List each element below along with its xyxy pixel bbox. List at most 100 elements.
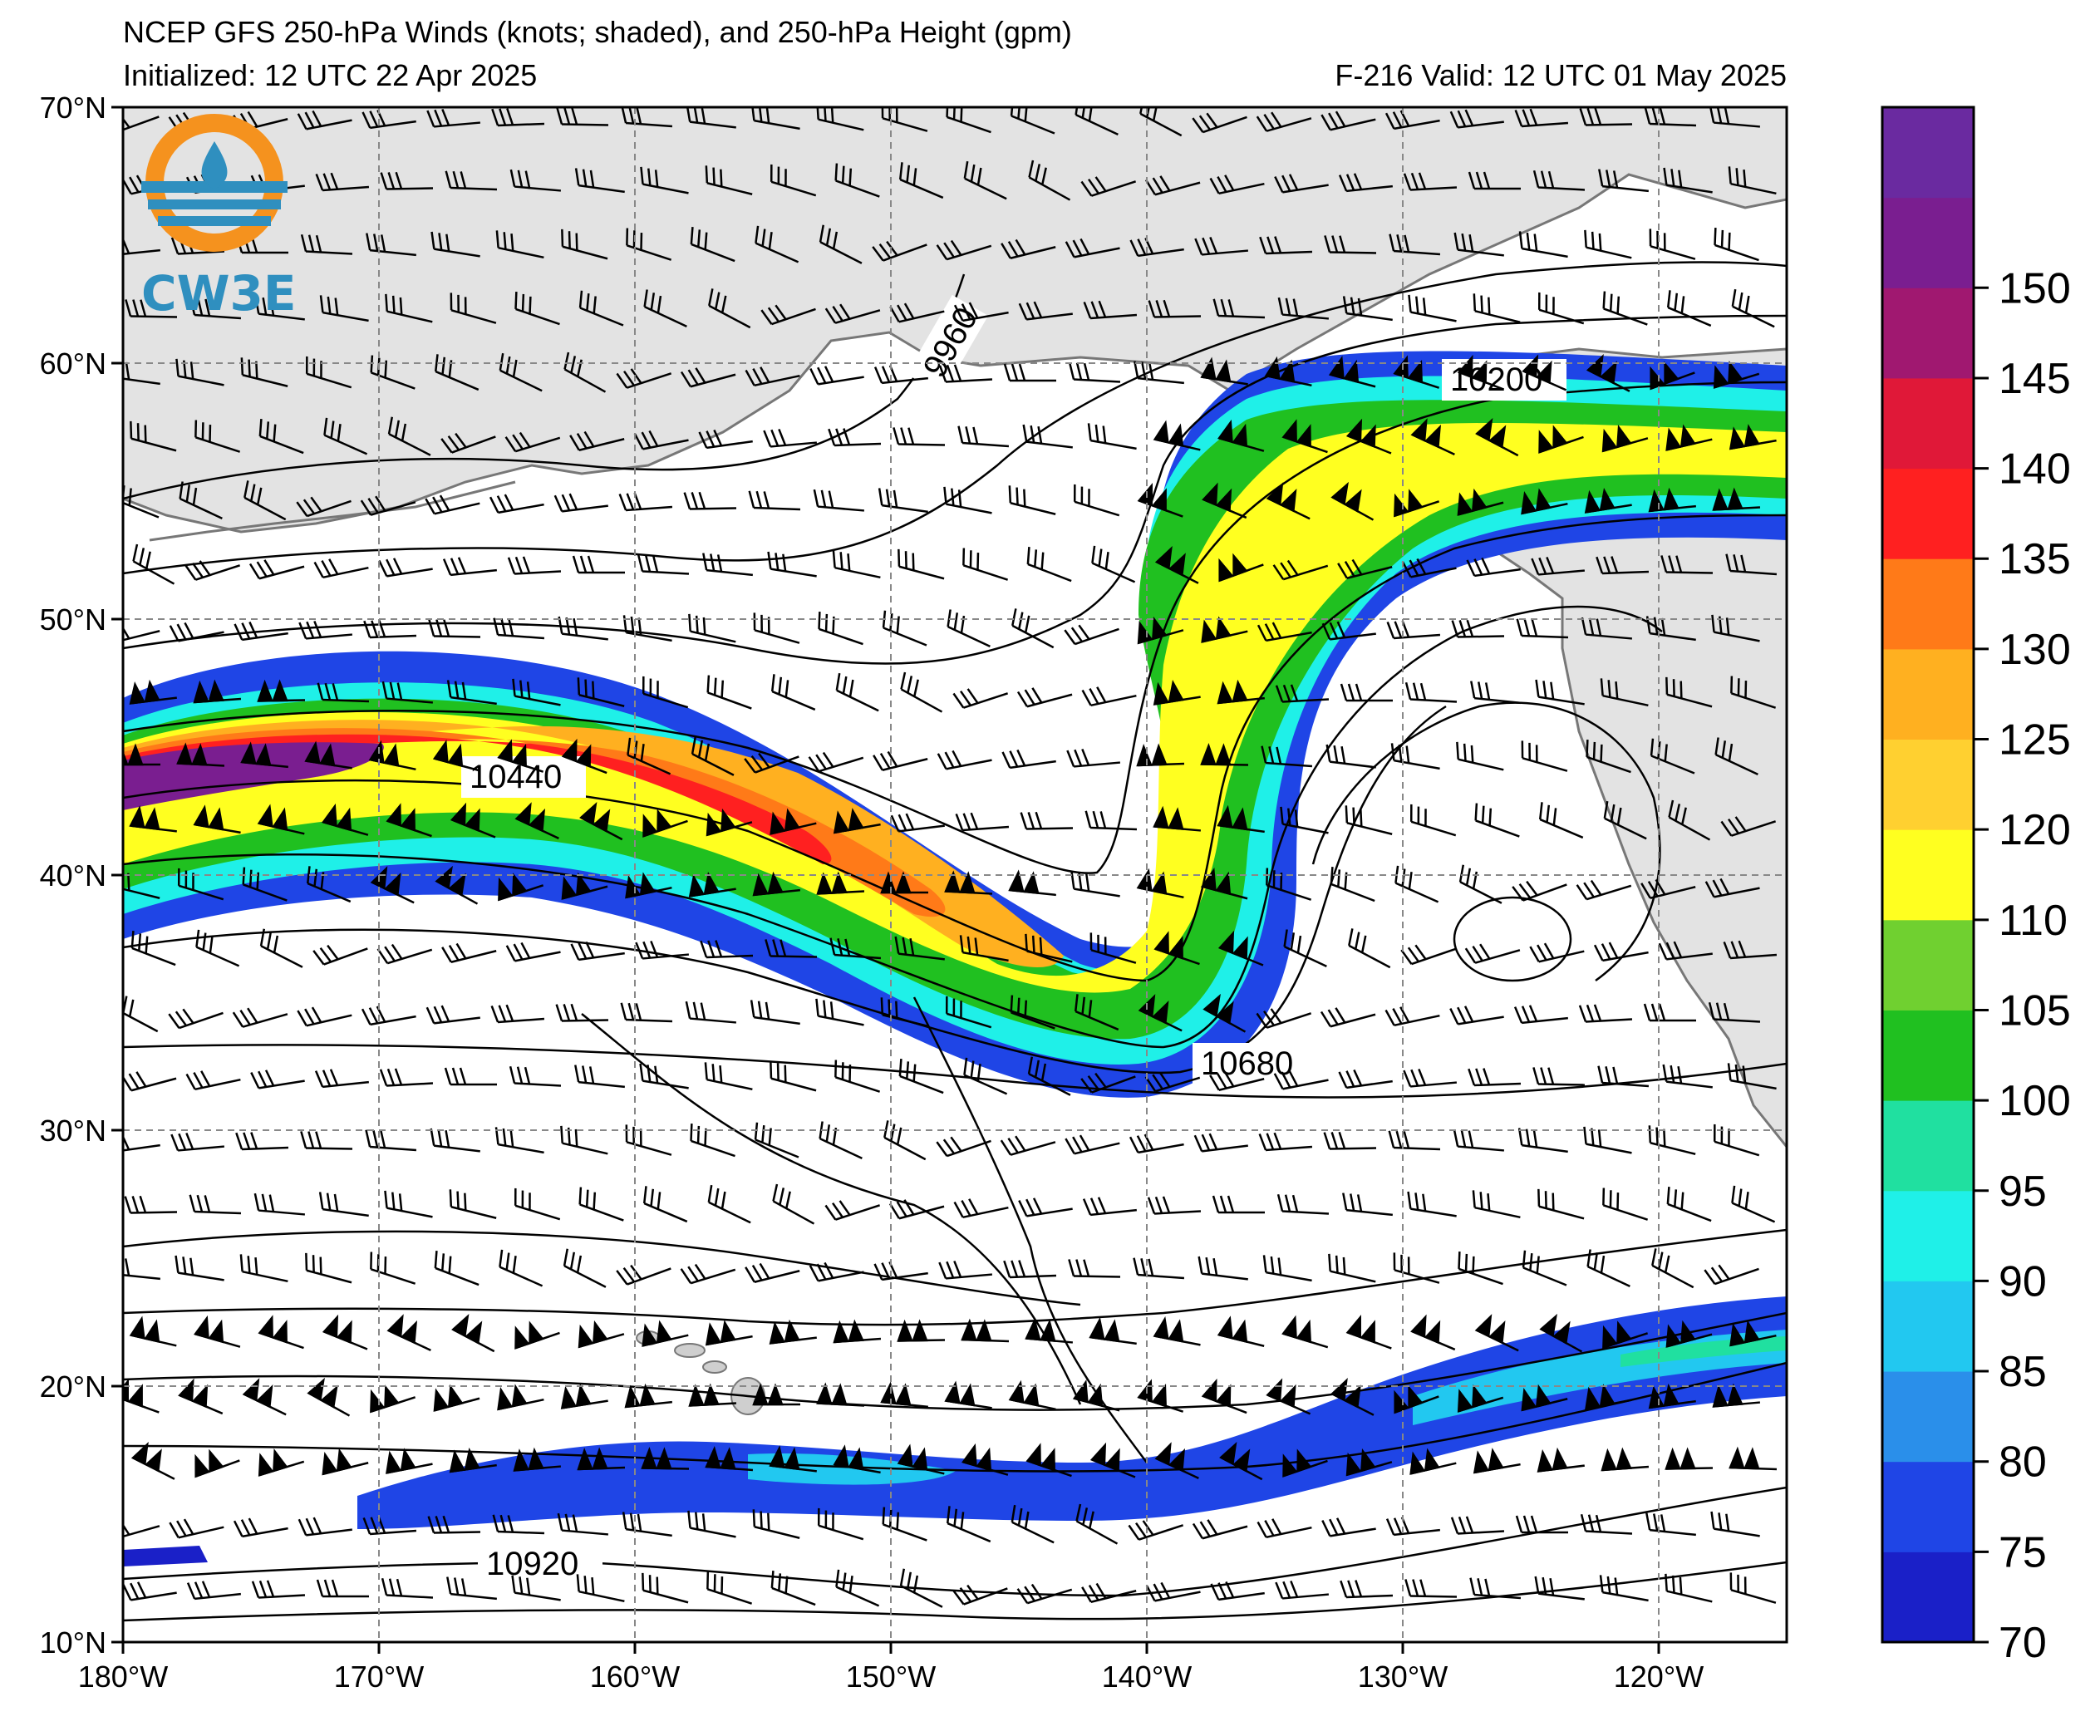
- wind-barb: [1200, 742, 1249, 766]
- wind-barb: [1266, 1378, 1311, 1415]
- wind-barb: [1666, 290, 1712, 327]
- wind-barb: [1651, 1248, 1694, 1289]
- wind-barb: [1658, 941, 1713, 961]
- colorbar-tick-label: 120: [1999, 806, 2071, 854]
- wind-barb: [1640, 878, 1696, 899]
- colorbar-swatch: [1882, 648, 1974, 740]
- wind-barb: [513, 1447, 562, 1472]
- wind-barb: [441, 942, 497, 963]
- wind-barb: [1584, 487, 1632, 514]
- wind-barb: [1729, 1320, 1777, 1347]
- wind-barb: [386, 1448, 433, 1474]
- wind-barb: [752, 1383, 800, 1406]
- wind-barb: [1704, 1264, 1759, 1286]
- wind-barb: [184, 560, 241, 581]
- wind-barb: [622, 615, 672, 642]
- wind-barb: [370, 1384, 416, 1414]
- axis-ticks: [111, 106, 1660, 1654]
- wind-barb: [770, 164, 817, 197]
- wind-barb: [707, 1184, 751, 1224]
- wind-barb: [561, 738, 607, 775]
- wind-barb: [1154, 1442, 1199, 1479]
- wind-barb: [1192, 112, 1247, 134]
- wind-barb: [955, 812, 1010, 832]
- wind-barb: [1712, 487, 1761, 511]
- wind-barb: [561, 229, 608, 260]
- cw3e-logo: CW3E: [141, 114, 297, 322]
- wind-barb: [123, 873, 160, 899]
- wind-barb: [251, 1580, 306, 1599]
- wind-barb: [1712, 1383, 1761, 1408]
- wind-barb: [1410, 418, 1455, 455]
- wind-barb: [430, 231, 480, 258]
- colorbar-swatch: [1882, 1100, 1974, 1192]
- wind-barb: [1532, 1067, 1586, 1086]
- wind-barb: [176, 742, 225, 767]
- wind-barb: [1201, 1378, 1247, 1414]
- wind-barb: [1273, 1070, 1329, 1090]
- wind-barb: [451, 1313, 495, 1353]
- wind-barb: [1281, 419, 1328, 454]
- wind-barb: [1003, 1260, 1057, 1279]
- wind-barb: [880, 1381, 928, 1409]
- wind-barb: [944, 870, 993, 895]
- wind-barb: [943, 486, 992, 514]
- wind-barb: [705, 1446, 754, 1472]
- wind-barb: [175, 1255, 224, 1281]
- colorbar-swatch: [1882, 919, 1974, 1011]
- wind-barb: [1585, 1384, 1632, 1410]
- wind-barb: [306, 866, 352, 903]
- wind-barb: [1210, 1581, 1265, 1601]
- wind-barb: [957, 425, 1010, 448]
- wind-barb: [1723, 940, 1778, 960]
- wind-barb: [1663, 167, 1713, 194]
- valid-time: F-216 Valid: 12 UTC 01 May 2025: [1335, 58, 1787, 92]
- wind-barb: [620, 1002, 673, 1023]
- wind-barb: [637, 553, 690, 575]
- wind-barb: [1456, 741, 1504, 771]
- wind-barb: [953, 302, 1009, 322]
- wind-barb: [1089, 932, 1137, 964]
- wind-barb: [769, 1445, 817, 1473]
- wind-barb: [1710, 1511, 1760, 1537]
- wind-barb: [936, 1136, 991, 1158]
- colorbar-swatch: [1882, 1371, 1974, 1463]
- wind-barb: [123, 1258, 160, 1281]
- wind-barb: [1515, 1515, 1568, 1534]
- wind-barb: [936, 239, 992, 261]
- wind-barb: [1091, 545, 1136, 583]
- wind-barb: [1328, 356, 1376, 388]
- wind-barb: [624, 1383, 672, 1409]
- wind-barb: [1066, 749, 1121, 768]
- wind-barb: [878, 488, 928, 514]
- wind-barb: [258, 419, 304, 455]
- wind-barb: [446, 680, 497, 706]
- wind-barb: [1586, 354, 1630, 392]
- colorbar: [1882, 107, 1974, 1643]
- wind-barb: [194, 1448, 240, 1478]
- wind-barb: [1579, 107, 1633, 126]
- colorbar-swatch: [1882, 558, 1974, 650]
- wind-barb: [493, 617, 545, 640]
- lat-labels: 70°N 60°N 50°N 40°N 30°N 20°N 10°N: [40, 91, 106, 1660]
- wind-barb: [1474, 803, 1520, 838]
- colorbar-swatch: [1882, 1461, 1974, 1552]
- wind-barb: [378, 558, 433, 578]
- wind-barb: [1075, 107, 1119, 135]
- wind-barb: [240, 357, 288, 387]
- wind-barb: [1198, 1256, 1248, 1281]
- wind-barb: [704, 1062, 753, 1091]
- wind-barb: [833, 1319, 882, 1344]
- wind-barb: [233, 1517, 288, 1538]
- wind-barb: [616, 1264, 671, 1286]
- wind-barb: [1537, 1188, 1585, 1220]
- wind-barb: [1457, 354, 1503, 391]
- colorbar-tick-label: 125: [1999, 716, 2071, 765]
- colorbar-tick-label: 150: [1999, 264, 2071, 312]
- wind-barb: [952, 1584, 1008, 1606]
- wind-barb: [1728, 166, 1777, 195]
- map-panel: 9960 10200 10440 10680 10920: [123, 107, 1787, 1642]
- wind-barb: [323, 417, 368, 455]
- lat-label-70n: 70°N: [40, 91, 106, 125]
- wind-barb: [1192, 1519, 1248, 1540]
